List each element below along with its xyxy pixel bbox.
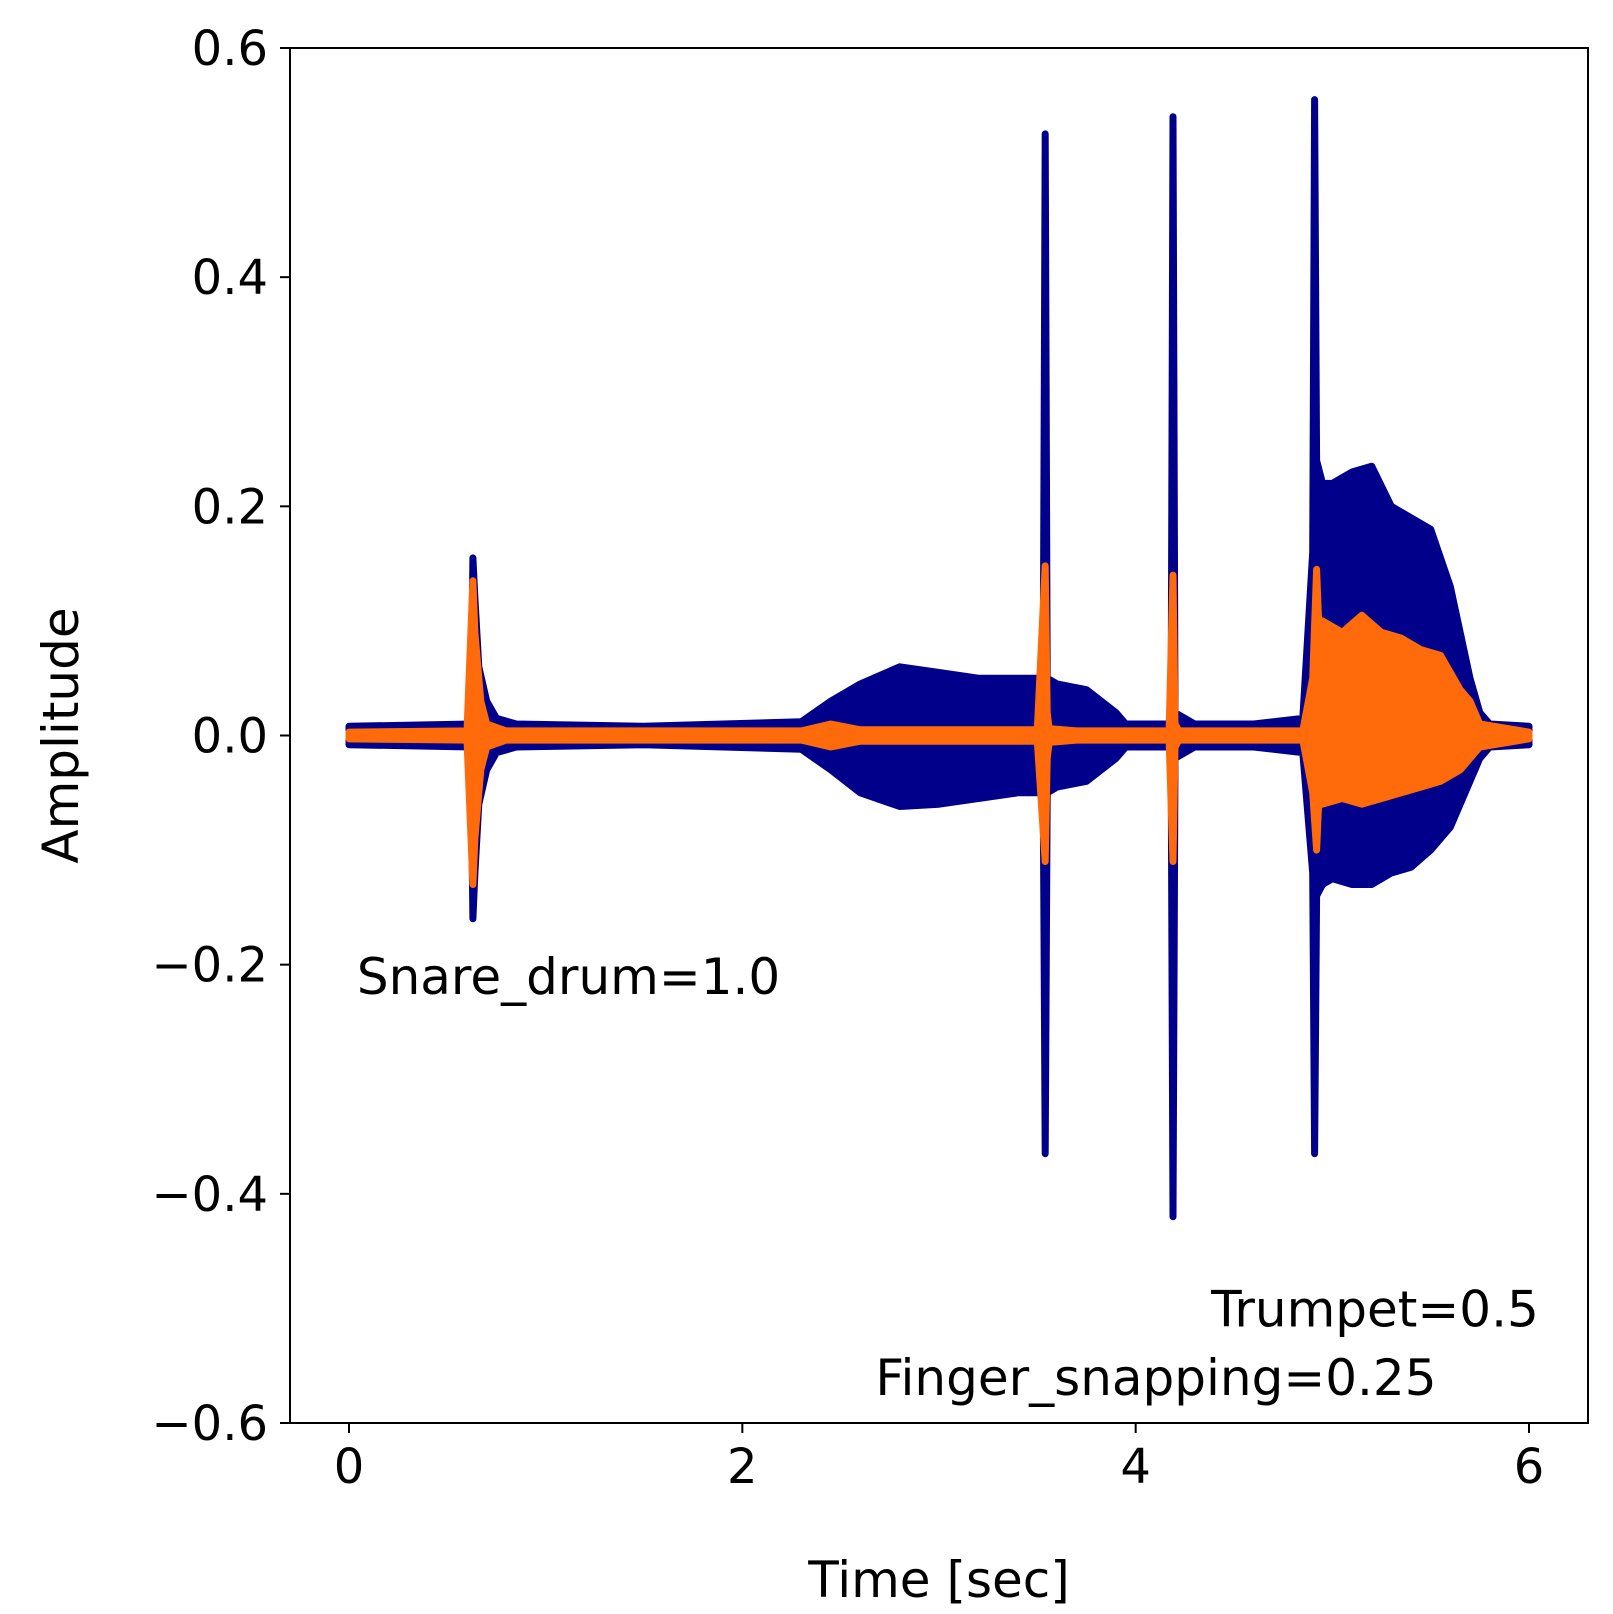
annotations: Snare_drum=1.0 Trumpet=0.5 Finger_snapping…: [357, 948, 1539, 1407]
x-tick-label: 4: [1120, 1439, 1151, 1495]
annotation-label: Snare_drum=1.0: [357, 948, 780, 1006]
y-tick-label: −0.2: [151, 938, 268, 994]
y-tick-label: −0.6: [151, 1396, 268, 1452]
y-tick-label: 0.0: [192, 709, 268, 765]
series-layer: [345, 96, 1533, 1221]
y-tick-label: 0.6: [192, 21, 268, 77]
x-tick-label: 6: [1514, 1439, 1545, 1495]
y-tick-label: 0.4: [192, 250, 268, 306]
x-axis-ticks: 0 2 4 6: [334, 1423, 1545, 1495]
y-axis-ticks: 0.6 0.4 0.2 0.0 −0.2 −0.4 −0.6: [151, 21, 290, 1452]
y-tick-label: 0.2: [192, 479, 268, 535]
y-axis-label: Amplitude: [32, 607, 90, 863]
series-1-waveform: [345, 562, 1533, 888]
annotation-label: Finger_snapping=0.25: [875, 1349, 1436, 1407]
y-tick-label: −0.4: [151, 1167, 268, 1223]
x-tick-label: 0: [334, 1439, 365, 1495]
series-0-waveform: [345, 96, 1533, 1221]
annotation-label: Trumpet=0.5: [1210, 1280, 1539, 1338]
x-tick-label: 2: [727, 1439, 758, 1495]
x-axis-label: Time [sec]: [807, 1551, 1070, 1609]
